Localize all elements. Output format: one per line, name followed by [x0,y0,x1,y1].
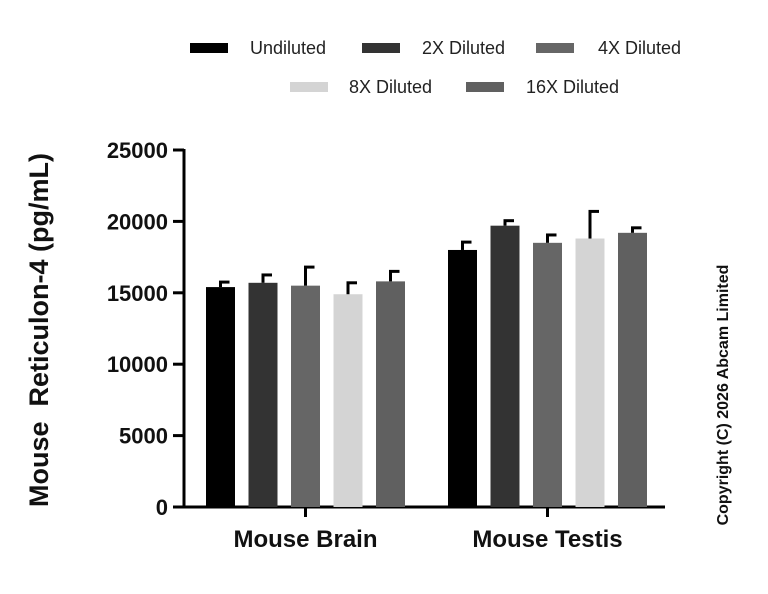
y-tick-label: 10000 [107,352,168,377]
bars [206,209,647,507]
legend-swatch [190,43,228,53]
category-labels: Mouse Brain Mouse Testis [233,526,622,553]
y-axis-label: Mouse Reticulon-4 (pg/mL) [24,153,54,507]
legend-swatch [362,43,400,53]
legend-swatch [466,82,504,92]
bar [376,281,405,507]
y-tick-label: 20000 [107,209,168,234]
bar [490,225,520,507]
bar [291,285,320,507]
bar [618,232,647,507]
bar [448,249,477,507]
y-tick-label: 25000 [107,138,168,163]
category-label: Mouse Testis [472,526,622,553]
legend-swatch [536,43,574,53]
legend-swatch [290,82,328,92]
y-tick-label: 15000 [107,281,168,306]
legend: Undiluted 2X Diluted 4X Diluted 8X Diluted 1… [190,38,681,97]
legend-label: 8X Diluted [349,77,432,97]
category-label: Mouse Brain [233,526,377,553]
y-tick-label: 5000 [119,424,168,449]
bar [533,242,562,507]
bar [206,287,235,507]
y-tick-labels: 0 5000 10000 15000 20000 25000 [107,138,168,520]
legend-label: Undiluted [250,38,326,58]
copyright-text: Copyright (C) 2026 Abcam Limited [715,265,732,526]
legend-label: 16X Diluted [526,77,619,97]
legend-label: 4X Diluted [598,38,681,58]
bar [575,238,605,507]
bar [333,294,363,507]
bar [248,282,278,507]
y-tick-label: 0 [156,495,168,520]
legend-label: 2X Diluted [422,38,505,58]
